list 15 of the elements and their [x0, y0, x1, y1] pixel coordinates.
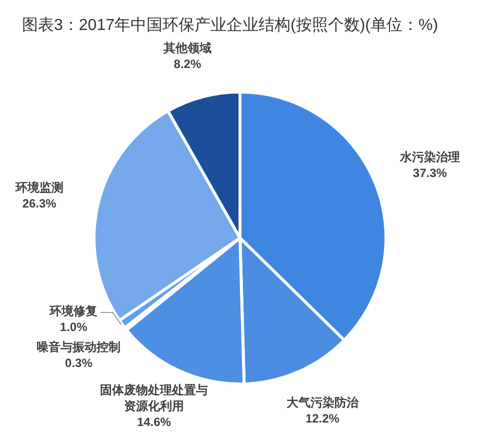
data-label: 37.3% — [412, 166, 448, 180]
slice-label: 其他领域 — [162, 41, 212, 56]
slice-label: 大气污染防治 — [286, 395, 360, 410]
slice-label: 固体废物处理处置与资源化利用 — [100, 383, 208, 413]
data-label: 0.3% — [65, 356, 93, 370]
slice-label: 水污染治理 — [398, 150, 460, 164]
data-label: 26.3% — [22, 196, 57, 211]
slice-label: 环境修复 — [48, 304, 98, 318]
slice-label: 环境监测 — [14, 180, 64, 195]
chart-title: 图表3：2017年中国环保产业企业结构(按照个数)(单位：%) — [22, 16, 438, 34]
data-label: 12.2% — [305, 411, 340, 426]
data-label: 1.0% — [60, 320, 88, 334]
data-label: 14.6% — [136, 415, 172, 429]
slice-label: 噪音与振动控制 — [36, 340, 121, 354]
data-label: 8.2% — [174, 57, 202, 72]
